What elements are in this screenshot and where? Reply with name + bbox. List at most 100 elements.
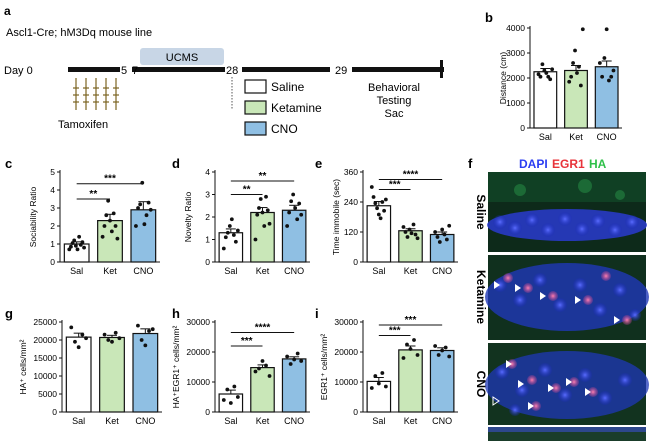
x-tick-label-d-ket: Ket — [256, 266, 270, 276]
data-point-d-sal-4 — [229, 217, 234, 222]
data-point-c-cno-0 — [134, 224, 138, 228]
sig-label-h-0: *** — [241, 336, 253, 347]
data-point-c-sal-6 — [77, 234, 82, 239]
data-point-c-cno-5 — [144, 213, 149, 218]
y-label-c: Sociability Ratio — [28, 186, 38, 247]
data-point-e-ket-6 — [413, 232, 418, 237]
data-point-d-sal-3 — [227, 224, 232, 228]
bar-g-sal — [65, 336, 92, 413]
data-point-c-ket-0 — [100, 234, 105, 239]
data-point-e-cno-6 — [447, 223, 452, 228]
data-point-d-ket-5 — [262, 224, 267, 228]
y-tick-label-g-2: 10000 — [33, 371, 57, 381]
data-point-b-ket-4 — [575, 71, 579, 75]
data-point-h-ket-0 — [253, 369, 258, 374]
chart-i: i 0 10000 20000 30000 EGR1⁺ cells/mm² Sal Ket CN… — [315, 306, 458, 426]
data-point-d-cno-4 — [293, 206, 298, 210]
data-point-h-sal-2 — [228, 401, 233, 405]
data-point-c-ket-3 — [106, 198, 111, 203]
data-point-c-ket-6 — [111, 211, 116, 216]
sig-label-i-0: *** — [389, 326, 401, 337]
data-point-d-sal-7 — [235, 228, 240, 233]
x-tick-label-b-cno: CNO — [597, 132, 617, 142]
y-tick-label-c-4: 4 — [50, 185, 55, 195]
data-point-b-sal-4 — [544, 71, 549, 75]
data-point-g-ket-3 — [113, 330, 118, 335]
legend-label-saline: Saline — [271, 80, 305, 94]
data-point-b-sal-6 — [548, 77, 553, 82]
data-point-h-ket-4 — [267, 374, 272, 378]
data-point-h-sal-3 — [232, 384, 237, 389]
sig-label-d-1: ** — [259, 171, 267, 182]
data-point-g-cno-2 — [143, 343, 148, 348]
data-point-e-cno-4 — [442, 232, 447, 237]
data-point-g-ket-2 — [110, 339, 114, 344]
data-point-b-ket-1 — [569, 74, 574, 79]
bar-e-cno — [429, 233, 455, 263]
legend-swatch-cno — [244, 121, 267, 136]
data-point-b-cno-0 — [597, 61, 602, 65]
bar-c-ket — [97, 220, 123, 263]
x-tick-label-i-cno: CNO — [432, 416, 452, 426]
data-point-b-cno-6 — [611, 68, 616, 73]
y-tick-label-g-5: 25000 — [33, 317, 57, 327]
micrograph-saline: Saline — [474, 172, 647, 252]
ucms-label: UCMS — [166, 52, 198, 64]
data-point-h-cno-2 — [292, 357, 297, 362]
ucms-box — [140, 48, 224, 65]
y-tick-label-b-4: 4000 — [506, 23, 525, 33]
data-point-d-ket-2 — [257, 206, 261, 210]
y-tick-label-g-3: 15000 — [33, 353, 57, 363]
data-point-d-sal-1 — [223, 235, 228, 240]
data-point-g-sal-1 — [73, 339, 77, 344]
data-point-c-cno-1 — [136, 206, 140, 210]
data-point-e-cno-0 — [433, 230, 438, 234]
y-tick-label-i-3: 30000 — [334, 317, 358, 327]
data-point-e-sal-7 — [382, 208, 387, 213]
x-tick-label-b-ket: Ket — [569, 132, 583, 142]
legend-swatch-ketamine — [244, 100, 267, 115]
y-label-b: Distance (cm) — [498, 52, 508, 105]
x-tick-label-e-sal: Sal — [372, 266, 385, 276]
tick-day-28: 28 — [226, 65, 238, 77]
data-point-h-ket-3 — [264, 363, 268, 368]
data-point-c-cno-4 — [142, 222, 147, 227]
bar-d-cno — [281, 209, 307, 263]
bar-d-ket — [250, 211, 275, 263]
data-point-c-cno-7 — [148, 207, 153, 212]
data-point-e-ket-3 — [407, 227, 412, 232]
data-point-b-ket-5 — [577, 64, 581, 69]
tick-day-5: 5 — [121, 65, 127, 77]
data-point-h-cno-0 — [285, 354, 290, 359]
data-point-d-ket-6 — [264, 194, 268, 199]
data-point-d-ket-1 — [255, 212, 260, 217]
data-point-c-sal-4 — [73, 243, 78, 248]
sig-label-i-1: *** — [405, 315, 417, 326]
data-point-c-sal-5 — [75, 247, 80, 252]
behavior-line-1: Behavioral — [368, 82, 420, 94]
data-point-d-ket-8 — [267, 221, 272, 226]
y-tick-label-i-1: 10000 — [334, 377, 358, 387]
data-point-b-cno-4 — [607, 78, 611, 83]
panel-letter-f: f — [468, 156, 473, 171]
data-point-e-ket-7 — [415, 236, 420, 241]
data-point-d-cno-1 — [287, 210, 292, 215]
data-point-c-ket-4 — [108, 218, 112, 223]
data-point-g-sal-2 — [76, 345, 81, 350]
chart-g: g 0 5000 10000 15000 20000 25000 HA⁺ cells/mm² S… — [5, 306, 162, 426]
data-point-c-sal-8 — [80, 240, 85, 245]
y-tick-label-e-2: 240 — [344, 197, 358, 207]
data-point-b-cno-1 — [600, 74, 605, 79]
x-tick-label-h-ket: Ket — [256, 416, 270, 426]
y-tick-label-c-2: 2 — [50, 221, 55, 231]
data-point-d-cno-0 — [285, 224, 290, 228]
data-point-e-ket-0 — [401, 225, 406, 229]
x-tick-label-i-ket: Ket — [404, 416, 418, 426]
data-point-e-cno-3 — [440, 227, 445, 232]
y-tick-label-g-4: 20000 — [33, 335, 57, 345]
panel-letter-h: h — [172, 306, 180, 321]
timeline-bar — [68, 67, 444, 72]
panel-letter-g: g — [5, 306, 13, 321]
sig-label-c-0: ** — [89, 189, 97, 200]
